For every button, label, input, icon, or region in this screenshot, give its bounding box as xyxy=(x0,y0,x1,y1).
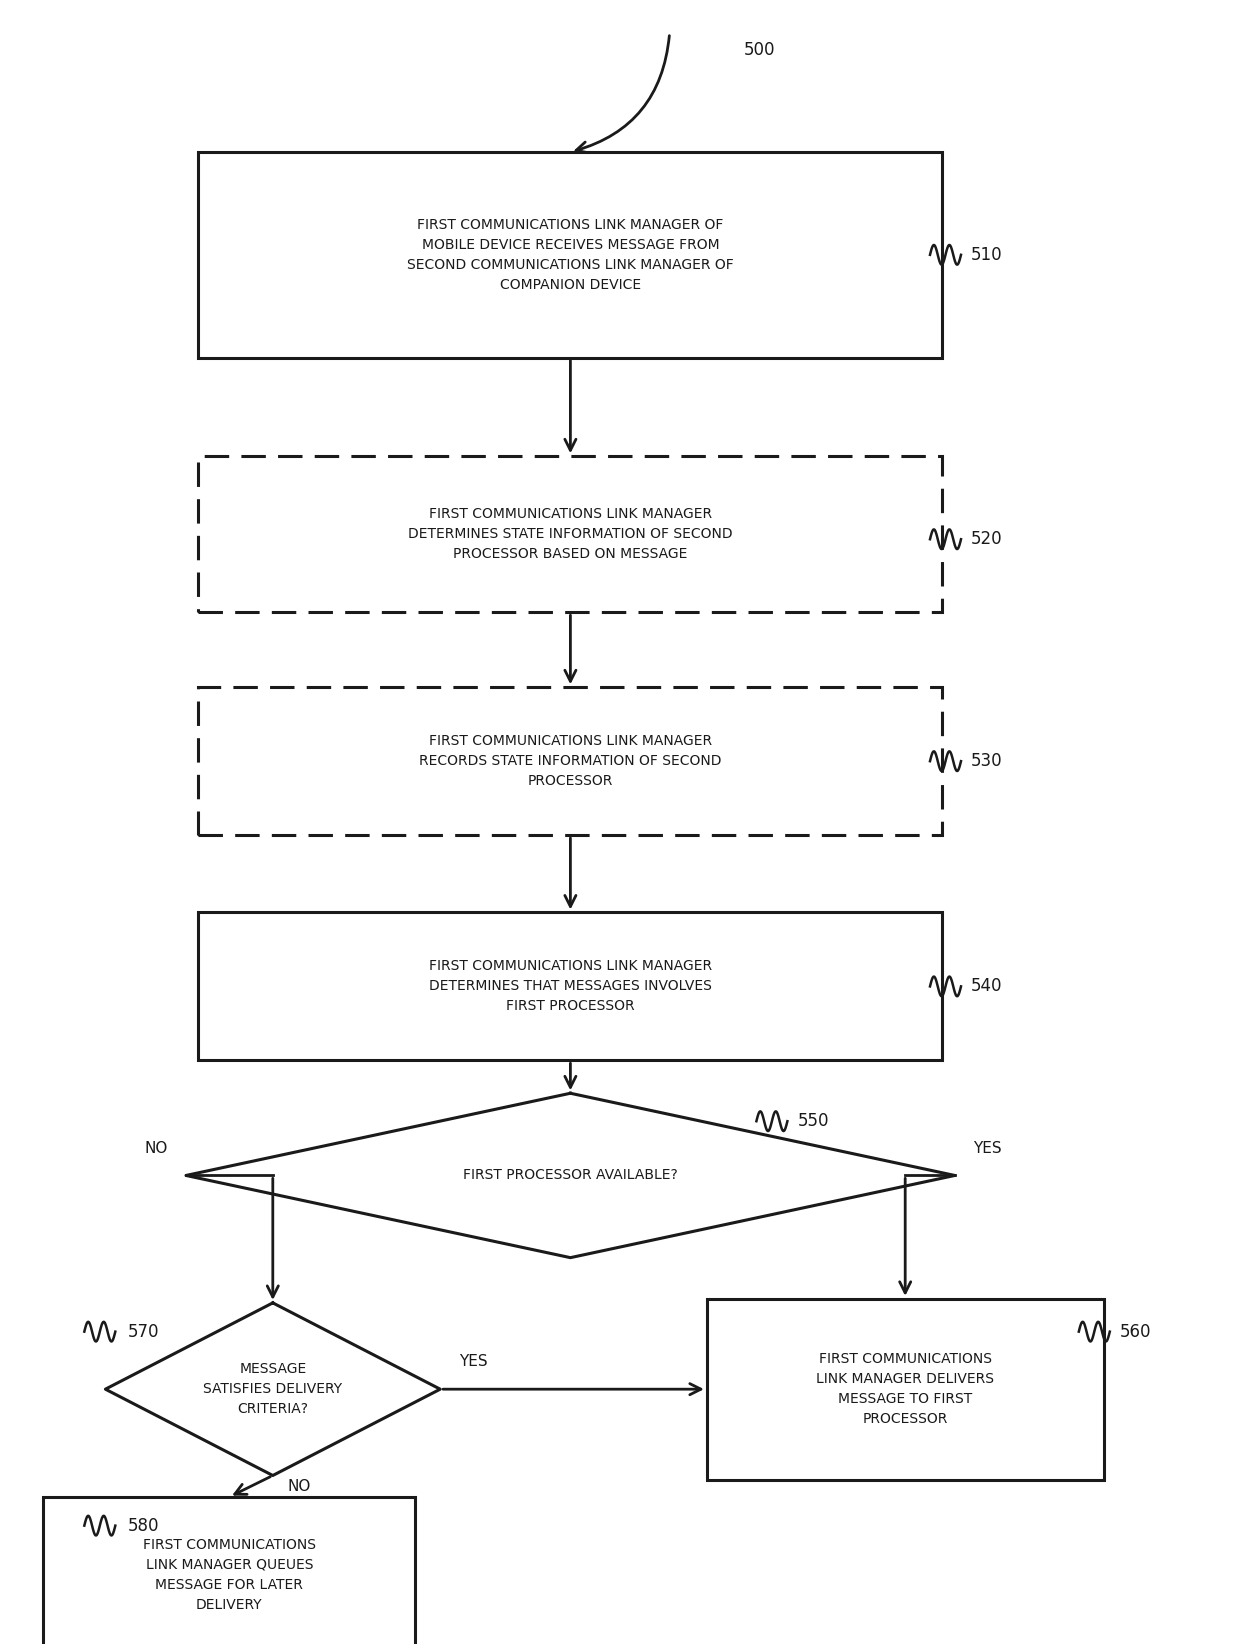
Text: 530: 530 xyxy=(971,753,1003,769)
Polygon shape xyxy=(105,1302,440,1476)
Text: NO: NO xyxy=(144,1141,167,1156)
Text: 550: 550 xyxy=(797,1113,828,1129)
Text: FIRST COMMUNICATIONS LINK MANAGER
RECORDS STATE INFORMATION OF SECOND
PROCESSOR: FIRST COMMUNICATIONS LINK MANAGER RECORD… xyxy=(419,735,722,787)
Text: FIRST COMMUNICATIONS LINK MANAGER OF
MOBILE DEVICE RECEIVES MESSAGE FROM
SECOND : FIRST COMMUNICATIONS LINK MANAGER OF MOB… xyxy=(407,217,734,293)
Text: 520: 520 xyxy=(971,531,1003,547)
Text: MESSAGE
SATISFIES DELIVERY
CRITERIA?: MESSAGE SATISFIES DELIVERY CRITERIA? xyxy=(203,1363,342,1415)
Bar xyxy=(707,1299,1104,1480)
Bar xyxy=(198,455,942,613)
Text: FIRST COMMUNICATIONS LINK MANAGER
DETERMINES THAT MESSAGES INVOLVES
FIRST PROCES: FIRST COMMUNICATIONS LINK MANAGER DETERM… xyxy=(429,960,712,1013)
Text: FIRST COMMUNICATIONS
LINK MANAGER QUEUES
MESSAGE FOR LATER
DELIVERY: FIRST COMMUNICATIONS LINK MANAGER QUEUES… xyxy=(143,1537,316,1613)
Text: 580: 580 xyxy=(128,1517,159,1534)
Text: YES: YES xyxy=(459,1355,487,1369)
Polygon shape xyxy=(186,1093,955,1258)
Text: NO: NO xyxy=(288,1478,311,1494)
Text: FIRST COMMUNICATIONS
LINK MANAGER DELIVERS
MESSAGE TO FIRST
PROCESSOR: FIRST COMMUNICATIONS LINK MANAGER DELIVE… xyxy=(816,1351,994,1427)
Bar xyxy=(198,153,942,358)
Bar xyxy=(198,687,942,835)
Text: 500: 500 xyxy=(744,41,775,59)
Text: FIRST COMMUNICATIONS LINK MANAGER
DETERMINES STATE INFORMATION OF SECOND
PROCESS: FIRST COMMUNICATIONS LINK MANAGER DETERM… xyxy=(408,508,733,561)
Bar xyxy=(198,912,942,1060)
Bar xyxy=(43,1496,415,1644)
Text: YES: YES xyxy=(973,1141,1002,1156)
Text: 540: 540 xyxy=(971,978,1002,995)
Text: FIRST PROCESSOR AVAILABLE?: FIRST PROCESSOR AVAILABLE? xyxy=(463,1169,678,1182)
Text: 560: 560 xyxy=(1120,1323,1151,1340)
Text: 510: 510 xyxy=(971,247,1003,263)
Text: 570: 570 xyxy=(128,1323,159,1340)
